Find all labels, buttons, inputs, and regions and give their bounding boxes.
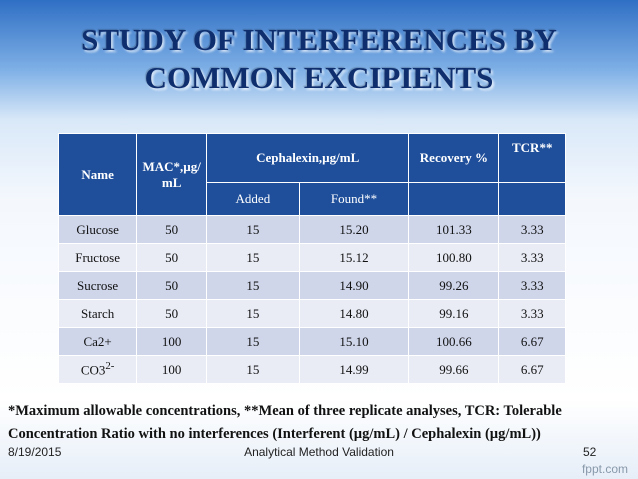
title-line: STUDY OF INTERFERENCES BY: [81, 22, 557, 57]
table-cell: 15.10: [298, 327, 410, 356]
header-cell: Recovery %: [408, 133, 500, 183]
table-cell: 100: [136, 355, 208, 384]
table-cell: 50: [136, 271, 208, 300]
table-cell: Glucose: [57, 215, 138, 244]
table-cell: 14.90: [298, 271, 410, 300]
results-table: Name MAC*,µg/mL Cephalexin,µg/mL Recover…: [57, 133, 566, 384]
table-cell: Fructose: [57, 243, 138, 272]
table-cell: 15.12: [298, 243, 410, 272]
table-row: Sucrose 50 15 14.90 99.26 3.33: [57, 271, 566, 300]
table-cell: 50: [136, 243, 208, 272]
header-cell: TCR**: [498, 133, 566, 183]
header-cell: MAC*,µg/mL: [136, 133, 208, 216]
footer-date: 8/19/2015: [8, 445, 62, 459]
table-cell: 15.20: [298, 215, 410, 244]
table-cell: Starch: [57, 299, 138, 328]
table-cell: 99.26: [408, 271, 500, 300]
footer-title: Analytical Method Validation: [244, 445, 394, 459]
table-cell: 15: [206, 327, 300, 356]
table-row: CO32- 100 15 14.99 99.66 6.67: [57, 355, 566, 384]
table-cell: 50: [136, 215, 208, 244]
table-cell: 101.33: [408, 215, 500, 244]
table-cell: 100.80: [408, 243, 500, 272]
table-cell: 100: [136, 327, 208, 356]
table-body: Glucose 50 15 15.20 101.33 3.33 Fructose 50 15 15…: [57, 215, 566, 384]
table-cell: 14.80: [298, 299, 410, 328]
table-cell: 99.66: [408, 355, 500, 384]
table-cell: 50: [136, 299, 208, 328]
table-row: Fructose 50 15 15.12 100.80 3.33: [57, 243, 566, 272]
table-cell: 3.33: [498, 215, 566, 244]
table-cell: 15: [206, 299, 300, 328]
title-line: COMMON EXCIPIENTS: [144, 60, 494, 95]
page-number: 52: [583, 445, 597, 459]
table-cell: 3.33: [498, 243, 566, 272]
table-cell: CO32-: [57, 355, 138, 384]
footnote: *Maximum allowable concentrations, **Mea…: [8, 403, 562, 442]
header-cell: Name: [57, 133, 138, 216]
table-cell: 15: [206, 243, 300, 272]
table-cell: 3.33: [498, 299, 566, 328]
header-cell: Cephalexin,µg/mL: [206, 133, 410, 183]
cell-text: CO3: [80, 362, 106, 378]
table-cell: 15: [206, 215, 300, 244]
table-cell: 100.66: [408, 327, 500, 356]
table-cell: 15: [206, 271, 300, 300]
table-cell: 99.16: [408, 299, 500, 328]
header-cell: [498, 182, 566, 216]
table-cell: 3.33: [498, 271, 566, 300]
table-cell: Ca2+: [57, 327, 138, 356]
table-row: Starch 50 15 14.80 99.16 3.33: [57, 299, 566, 328]
header-cell: [408, 182, 500, 216]
header-cell: Found**: [298, 182, 410, 216]
brand: fppt.com: [581, 462, 628, 476]
table-cell: 15: [206, 355, 300, 384]
cell-superscript: 2-: [105, 360, 115, 373]
table-cell: Sucrose: [57, 271, 138, 300]
table-row: Ca2+ 100 15 15.10 100.66 6.67: [57, 327, 566, 356]
table-cell: 6.67: [498, 355, 566, 384]
table-cell: 14.99: [298, 355, 410, 384]
table-row: Glucose 50 15 15.20 101.33 3.33: [57, 215, 566, 244]
table-cell: 6.67: [498, 327, 566, 356]
header-cell: Added: [206, 182, 300, 216]
